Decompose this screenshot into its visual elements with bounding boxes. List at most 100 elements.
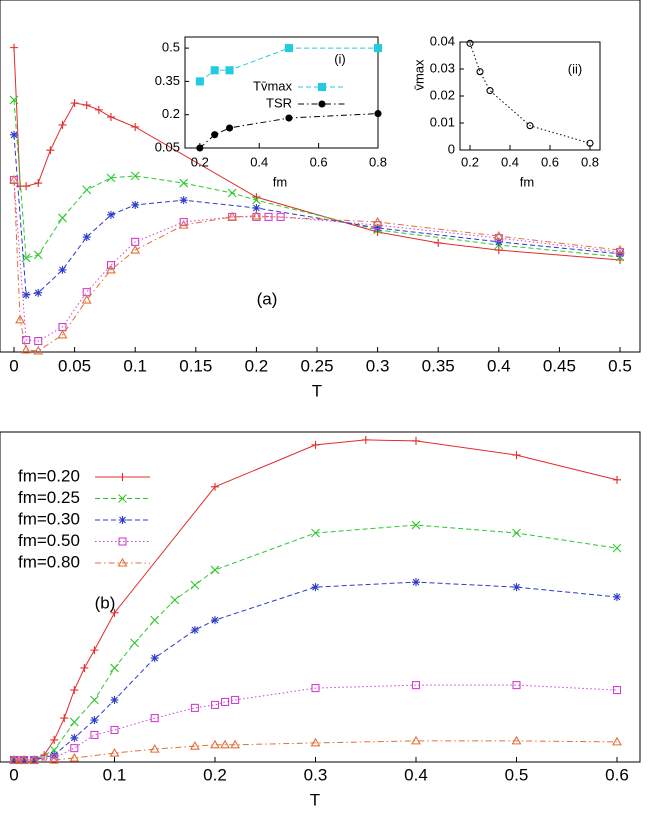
marker	[227, 188, 237, 198]
marker	[615, 244, 625, 254]
marker	[22, 182, 31, 191]
plot-frame	[0, 431, 641, 763]
marker	[311, 583, 320, 592]
marker	[34, 288, 43, 297]
marker	[252, 204, 261, 213]
series-line	[469, 43, 591, 144]
marker	[512, 451, 521, 460]
marker	[373, 44, 383, 53]
marker	[616, 249, 624, 258]
marker	[130, 638, 139, 648]
x-tick-label: 0.05	[58, 356, 91, 375]
x-tick-label: 0.4	[250, 154, 268, 169]
series-line	[14, 740, 618, 761]
y-tick-label: 0.04	[430, 33, 455, 48]
marker	[22, 290, 31, 299]
marker	[58, 120, 67, 129]
marker	[411, 681, 421, 690]
marker	[10, 43, 18, 52]
series-line	[13, 179, 621, 352]
y-tick-label: 0.2	[162, 106, 180, 121]
x-axis-label: fm	[273, 174, 287, 189]
marker	[412, 436, 420, 445]
marker	[466, 39, 474, 47]
marker	[50, 735, 59, 744]
marker	[612, 543, 622, 553]
marker	[211, 616, 219, 625]
panel-label: (i)	[334, 51, 346, 66]
marker	[411, 735, 421, 745]
marker	[90, 646, 99, 655]
marker	[512, 528, 521, 538]
marker	[90, 695, 99, 705]
marker	[412, 578, 420, 587]
x-tick-label: 0.6	[605, 765, 629, 784]
x-tick-label: 0	[9, 765, 18, 784]
marker	[190, 580, 200, 590]
marker	[69, 717, 79, 727]
legend-marker	[118, 473, 127, 481]
x-tick-label: 0.4	[501, 154, 519, 169]
x-tick-label: 0.35	[422, 356, 455, 375]
x-tick-label: 0.8	[369, 154, 387, 169]
marker	[512, 583, 521, 592]
x-tick-label: 0.6	[541, 154, 559, 169]
x-tick-label: 0.2	[245, 356, 269, 375]
panel-label: (ii)	[568, 61, 582, 76]
x-axis-label: T	[312, 381, 322, 400]
x-tick-label: 0.3	[304, 765, 328, 784]
marker	[70, 99, 79, 108]
marker	[512, 681, 521, 690]
marker	[170, 595, 180, 605]
marker	[70, 686, 79, 695]
series-line	[13, 179, 621, 342]
marker	[613, 593, 621, 601]
legend-label: TSR	[266, 95, 292, 110]
y-axis-label: v̄max	[411, 59, 426, 91]
marker	[70, 744, 79, 753]
x-tick-label: 0	[9, 356, 18, 375]
marker	[225, 66, 234, 75]
marker	[220, 739, 230, 749]
legend-marker	[118, 537, 127, 546]
marker	[195, 77, 204, 86]
legend-marker	[317, 82, 327, 92]
panel-label: (b)	[95, 593, 116, 612]
marker	[310, 737, 321, 747]
x-axis-label: fm	[520, 174, 534, 189]
panel-label: (a)	[257, 289, 278, 308]
marker	[210, 66, 219, 75]
series-line	[13, 47, 621, 261]
marker	[411, 520, 421, 530]
marker	[196, 144, 204, 152]
marker	[110, 663, 119, 673]
marker	[106, 264, 116, 274]
marker	[110, 608, 119, 617]
marker	[70, 733, 79, 742]
marker	[34, 179, 43, 188]
marker	[22, 335, 31, 345]
marker	[230, 739, 241, 749]
marker	[9, 95, 19, 105]
marker	[221, 697, 230, 706]
marker	[94, 105, 103, 114]
marker	[210, 700, 220, 709]
x-tick-label: 0.25	[300, 356, 333, 375]
marker	[150, 654, 159, 663]
marker	[434, 238, 443, 247]
marker	[526, 122, 534, 130]
marker	[110, 725, 119, 735]
marker	[69, 752, 80, 762]
marker	[361, 435, 370, 444]
plot-frame	[0, 0, 641, 353]
marker	[21, 344, 32, 354]
marker	[494, 246, 503, 255]
marker	[106, 261, 116, 270]
marker	[179, 178, 189, 188]
marker	[486, 87, 494, 95]
x-tick-label: 0.4	[404, 765, 428, 784]
marker	[90, 716, 99, 725]
marker	[106, 210, 115, 219]
marker	[251, 210, 262, 220]
x-tick-label: 0.2	[203, 765, 227, 784]
